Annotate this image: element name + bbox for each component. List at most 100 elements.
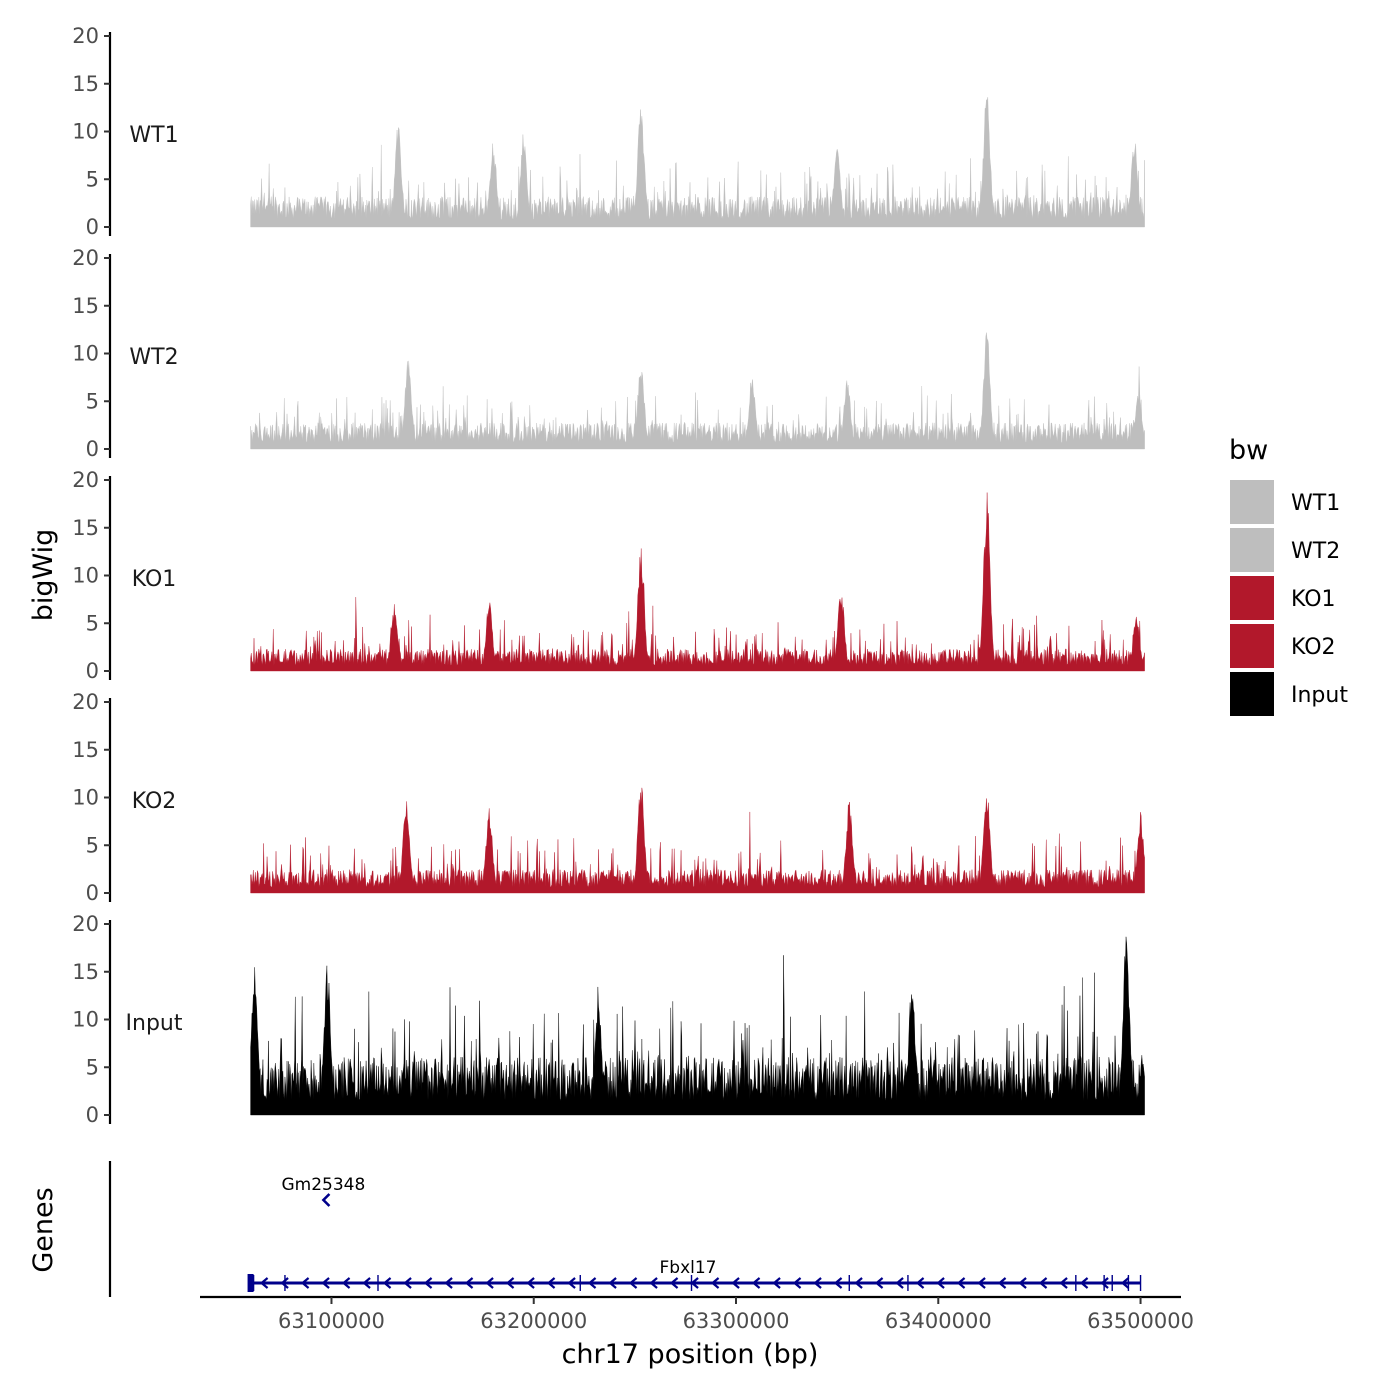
y-tick-label: 5: [86, 1055, 99, 1079]
exon-mark: [690, 1275, 693, 1291]
exon-mark: [1103, 1275, 1105, 1291]
strand-arrow-icon: [300, 1277, 310, 1289]
track-wt1: 0 5 10 15 20 WT1: [72, 24, 1145, 239]
strand-arrow-icon: [1038, 1277, 1048, 1289]
strand-arrow-icon: [649, 1277, 658, 1289]
strand-arrow-icon: [628, 1277, 638, 1289]
y-tick-label: 10: [72, 342, 99, 366]
gene-label: Gm25348: [282, 1175, 366, 1195]
legend-label: WT2: [1291, 539, 1340, 564]
y-tick-label: 15: [72, 738, 99, 762]
x-tick-label: 63500000: [1087, 1309, 1194, 1333]
exon-mark: [377, 1275, 379, 1291]
legend-label: KO2: [1291, 635, 1336, 660]
strand-arrow-icon: [710, 1277, 720, 1289]
y-tick-label: 0: [86, 659, 99, 683]
track-label: KO1: [132, 567, 177, 592]
track-ko2: 0 5 10 15 20 KO2: [72, 690, 1145, 905]
y-axis-title: bigWig: [28, 529, 59, 622]
exon-mark: [252, 1275, 255, 1291]
exon-mark: [247, 1274, 254, 1292]
strand-arrow-icon: [464, 1277, 474, 1289]
signal-tracks: 0 5 10 15 20 WT1 0 5 10 15 20 WT2 0 5 10 15 20 KO1 0 5 10 15 2…: [72, 24, 1145, 1127]
strand-arrow-icon: [874, 1277, 884, 1289]
signal-area-ko1: [250, 492, 1145, 672]
strand-arrow-icon: [567, 1277, 576, 1289]
strand-arrow-icon: [587, 1277, 597, 1289]
strand-arrow-icon: [1059, 1277, 1068, 1289]
y-tick-label: 5: [86, 167, 99, 191]
track-label: WT2: [129, 345, 178, 370]
track-label: Input: [126, 1011, 183, 1036]
y-tick-label: 15: [72, 960, 99, 984]
gene-gm25348: Gm25348: [282, 1175, 366, 1207]
y-tick-label: 15: [72, 294, 99, 318]
y-tick-label: 15: [72, 516, 99, 540]
legend-key-ko1: [1230, 576, 1274, 620]
legend-label: WT1: [1291, 491, 1340, 516]
strand-arrow-icon: [751, 1277, 761, 1289]
strand-arrow-icon: [608, 1277, 617, 1289]
y-tick-label: 10: [72, 564, 99, 588]
x-tick-label: 63100000: [278, 1309, 385, 1333]
strand-arrow-icon: [423, 1277, 433, 1289]
strand-arrow-icon: [259, 1277, 269, 1289]
gene-label: Fbxl17: [660, 1258, 717, 1278]
legend-key-input: [1230, 672, 1274, 716]
y-tick-label: 5: [86, 611, 99, 635]
exon-mark: [1111, 1275, 1113, 1291]
y-tick-label: 20: [72, 246, 99, 270]
legend-key-ko2: [1230, 624, 1274, 668]
exon-mark: [1139, 1275, 1142, 1291]
x-tick-label: 63400000: [885, 1309, 992, 1333]
strand-arrow-icon: [341, 1277, 351, 1289]
signal-area-input: [250, 936, 1145, 1116]
strand-arrow-icon: [546, 1277, 556, 1289]
exon-mark: [907, 1275, 909, 1291]
exon-mark: [1075, 1275, 1077, 1291]
strand-arrow-icon: [280, 1277, 289, 1289]
y-tick-label: 0: [86, 1103, 99, 1127]
strand-arrow-icon: [444, 1277, 453, 1289]
strand-arrow-icon: [1079, 1277, 1089, 1289]
x-tick-label: 63300000: [683, 1309, 790, 1333]
legend-title: bw: [1229, 435, 1268, 466]
strand-arrow-icon: [792, 1277, 802, 1289]
strand-arrow-icon: [956, 1277, 966, 1289]
y-tick-label: 0: [86, 437, 99, 461]
y-tick-label: 15: [72, 72, 99, 96]
strand-arrow-icon: [403, 1277, 412, 1289]
y-tick-label: 20: [72, 24, 99, 48]
track-label: KO2: [132, 789, 177, 814]
y-tick-label: 10: [72, 1008, 99, 1032]
strand-arrow-icon: [772, 1277, 781, 1289]
strand-arrow-icon: [321, 1277, 330, 1289]
strand-arrow-icon: [833, 1277, 843, 1289]
x-axis: 63100000 63200000 63300000 63400000 63500000: [200, 1295, 1194, 1333]
y-tick-label: 0: [86, 215, 99, 239]
strand-arrow-icon: [936, 1277, 945, 1289]
y-tick-label: 0: [86, 881, 99, 905]
legend-label: Input: [1291, 683, 1348, 708]
exon-mark: [579, 1275, 581, 1291]
legend: bw WT1 WT2 KO1 KO2 Input: [1229, 435, 1348, 716]
y-tick-label: 10: [72, 120, 99, 144]
strand-arrow-icon: [505, 1277, 515, 1289]
strand-arrow-icon: [731, 1277, 740, 1289]
y-tick-label: 20: [72, 912, 99, 936]
gene-fbxl17: Fbxl17: [247, 1258, 1142, 1292]
exon-mark: [1127, 1275, 1130, 1291]
y-tick-label: 20: [72, 690, 99, 714]
strand-arrow-icon: [362, 1277, 371, 1289]
strand-arrow-icon: [915, 1277, 925, 1289]
strand-arrow-icon: [895, 1277, 904, 1289]
strand-arrow-icon: [1018, 1277, 1027, 1289]
signal-area-wt1: [250, 97, 1145, 228]
legend-key-wt2: [1230, 528, 1274, 572]
strand-arrow-icon: [485, 1277, 494, 1289]
legend-label: KO1: [1291, 587, 1336, 612]
gene-track: Gm25348 Fbxl17: [108, 1161, 1142, 1297]
strand-arrow-icon: [997, 1277, 1007, 1289]
y-tick-label: 20: [72, 468, 99, 492]
